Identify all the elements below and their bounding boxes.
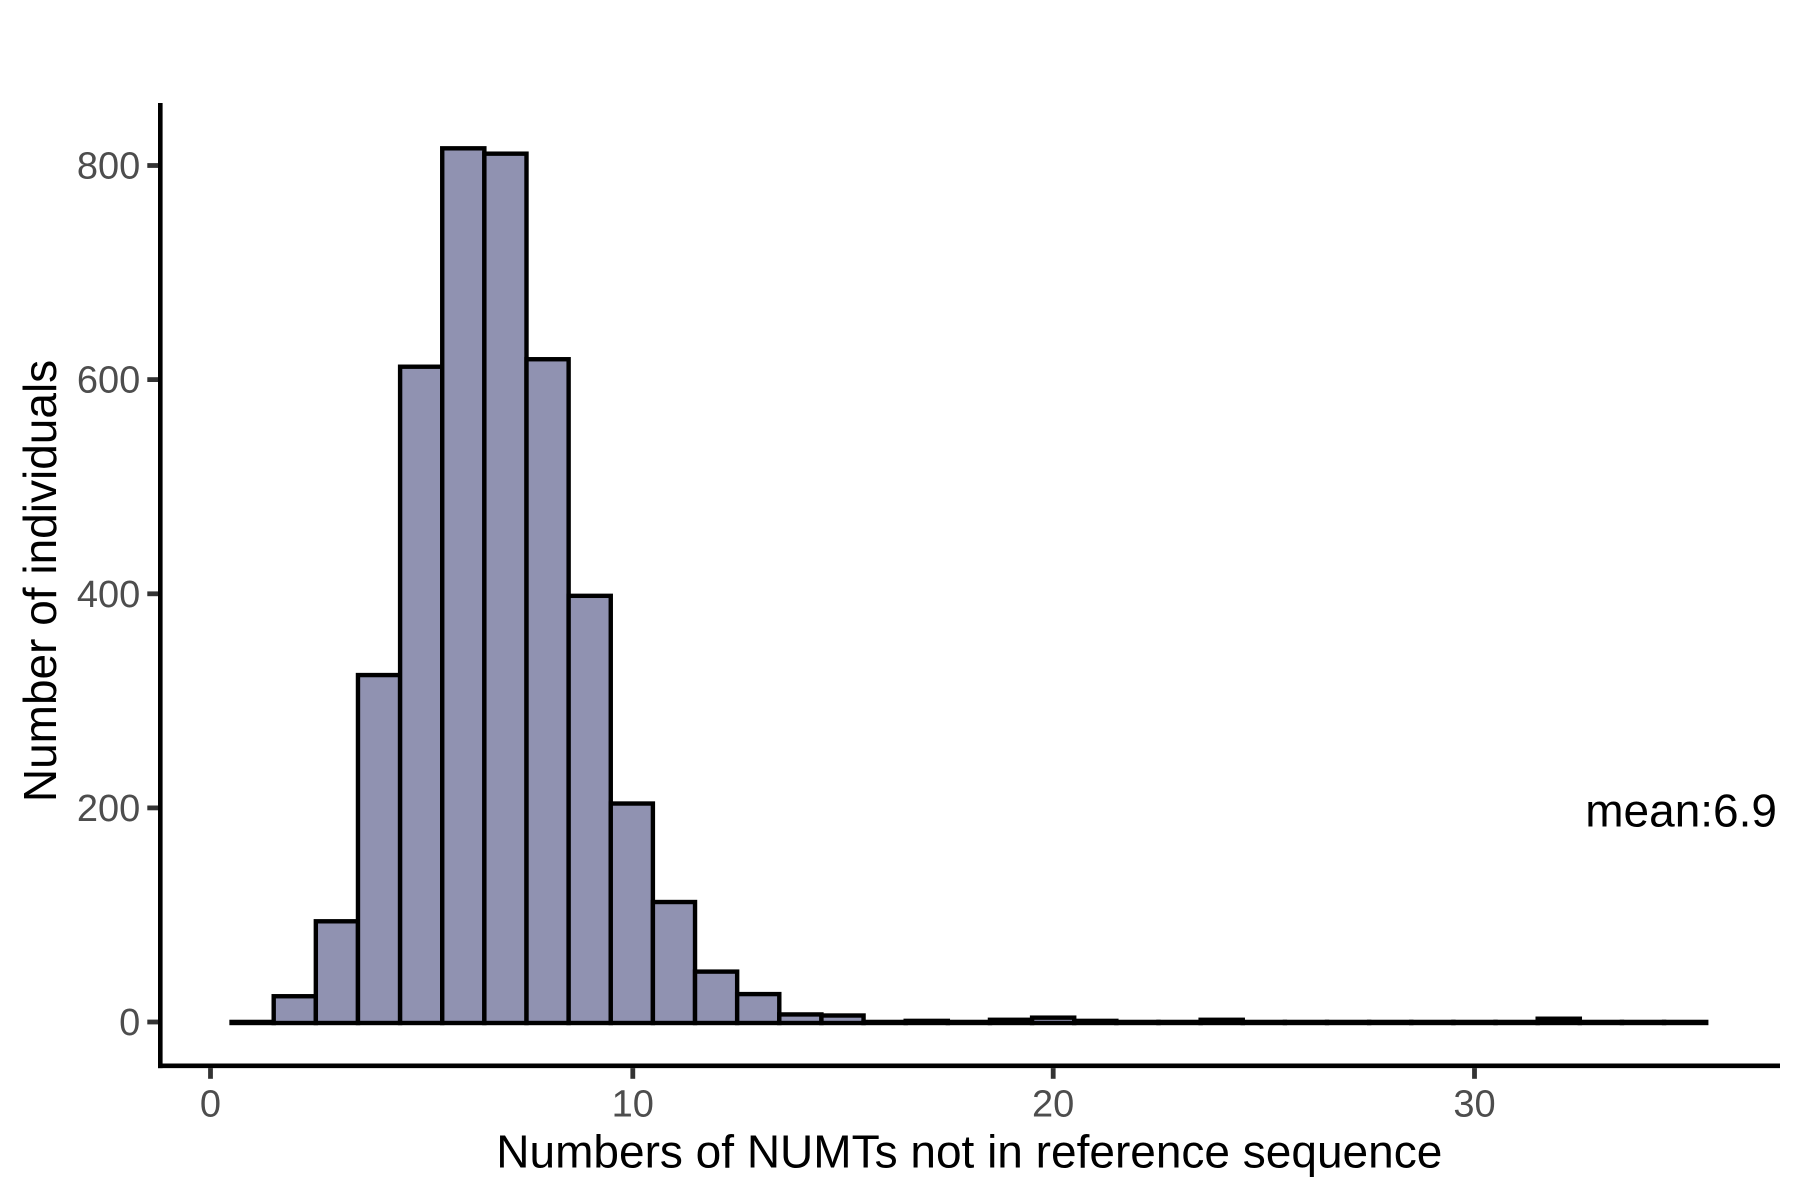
svg-text:mean:6.9: mean:6.9	[1585, 785, 1777, 837]
svg-text:Number of individuals: Number of individuals	[14, 360, 66, 802]
svg-text:400: 400	[77, 574, 140, 616]
svg-text:Numbers of NUMTs not in refere: Numbers of NUMTs not in reference sequen…	[496, 1125, 1442, 1177]
svg-text:200: 200	[77, 788, 140, 830]
svg-text:600: 600	[77, 360, 140, 402]
svg-text:20: 20	[1032, 1084, 1074, 1126]
svg-text:10: 10	[612, 1084, 654, 1126]
svg-text:30: 30	[1453, 1084, 1495, 1126]
svg-text:0: 0	[119, 1002, 140, 1044]
svg-text:800: 800	[77, 146, 140, 188]
svg-text:0: 0	[200, 1084, 221, 1126]
